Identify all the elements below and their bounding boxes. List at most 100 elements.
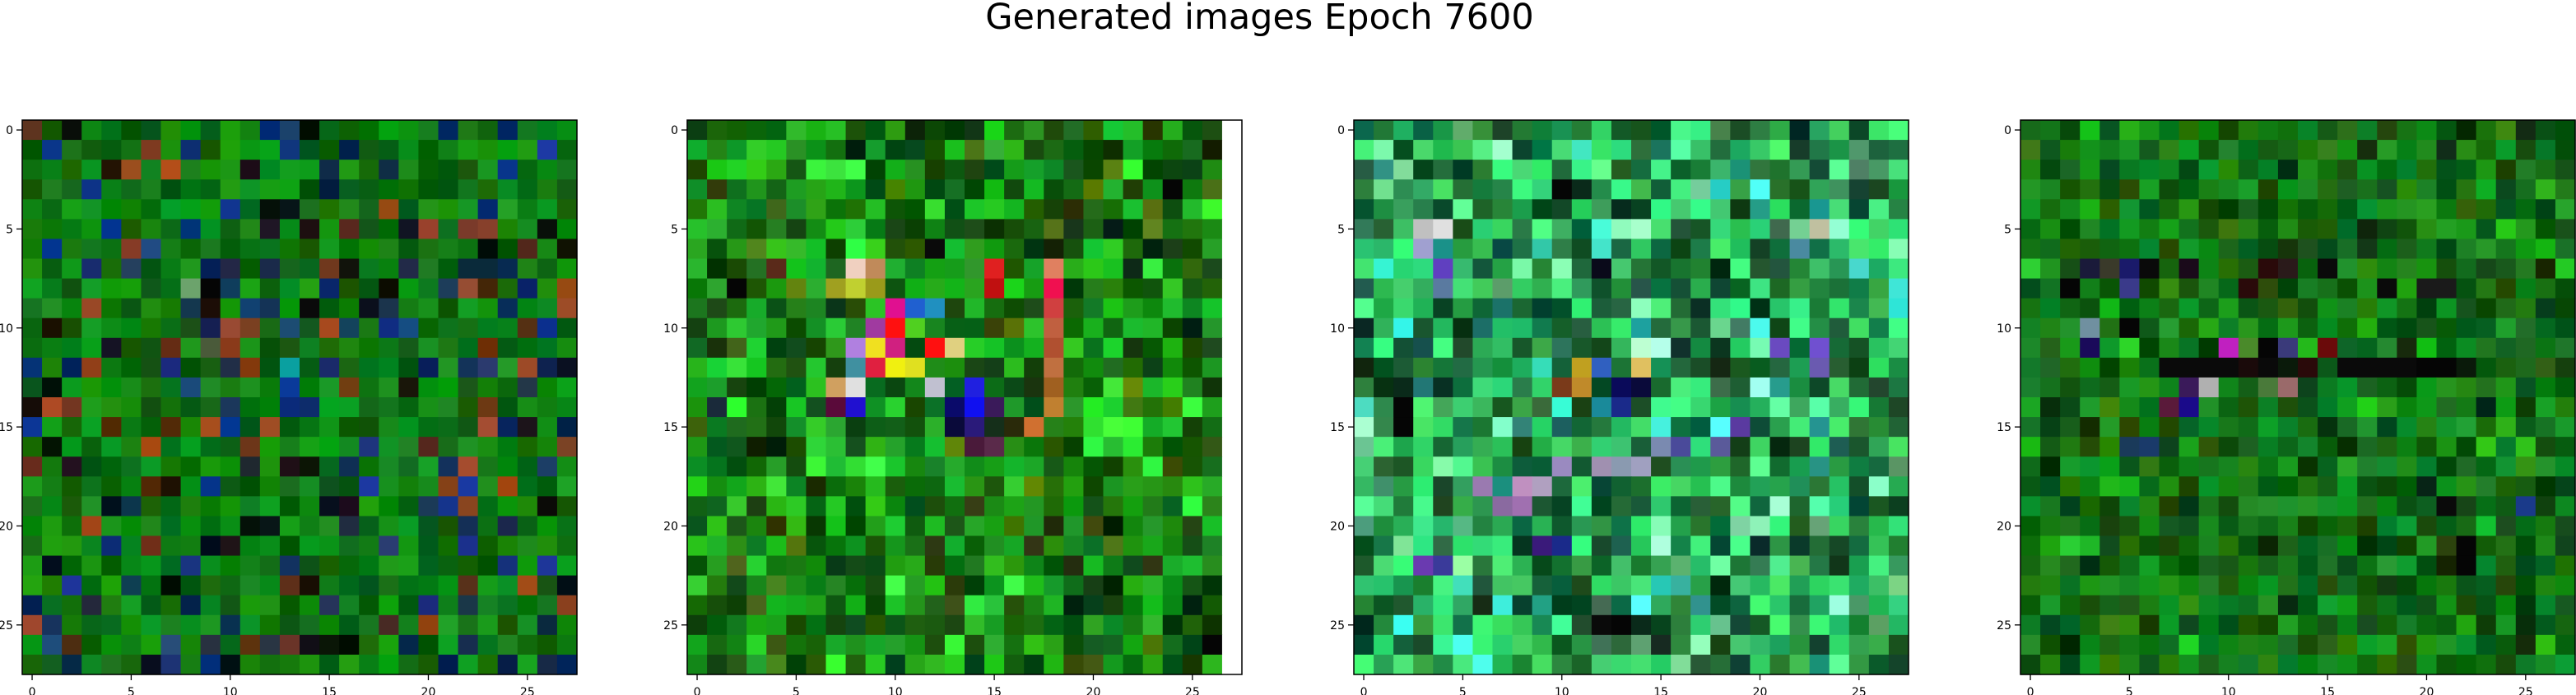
pixel [2337, 377, 2358, 398]
pixel [984, 140, 1005, 160]
pixel [339, 535, 360, 557]
pixel [418, 614, 439, 636]
pixel [1123, 239, 1144, 260]
pixel [786, 278, 807, 299]
pixel [2218, 239, 2239, 260]
pixel [81, 516, 102, 537]
pixel [1413, 219, 1434, 240]
pixel [2456, 337, 2477, 359]
pixel [517, 456, 538, 477]
pixel [687, 298, 708, 319]
pixel [458, 140, 479, 160]
pixel [746, 476, 767, 497]
pixel [1202, 317, 1223, 339]
pixel [1671, 120, 1691, 141]
pixel [1221, 337, 1243, 359]
pixel [418, 199, 439, 220]
pixel [1004, 160, 1025, 180]
pixel [1888, 377, 1909, 398]
pixel [924, 614, 946, 636]
pixel [477, 337, 499, 359]
pixel [2535, 317, 2556, 339]
pixel [556, 317, 578, 339]
pixel [865, 298, 886, 319]
pixel [62, 140, 82, 160]
pixel [2397, 437, 2418, 457]
pixel [1103, 654, 1124, 675]
pixel [418, 634, 439, 656]
pixel [1123, 258, 1144, 280]
pixel [786, 199, 807, 220]
pixel [22, 595, 43, 616]
pixel [2178, 278, 2200, 299]
pixel [339, 555, 360, 577]
pixel [497, 397, 518, 418]
pixel [2357, 219, 2378, 240]
pixel [438, 614, 459, 636]
pixel [2456, 437, 2477, 457]
pixel [806, 258, 827, 280]
pixel [2337, 555, 2358, 577]
pixel [1413, 476, 1434, 497]
pixel [2555, 516, 2576, 537]
pixel [2377, 377, 2397, 398]
pixel [1888, 417, 1909, 438]
pixel [2060, 535, 2081, 557]
pixel [477, 575, 499, 596]
pixel [2257, 535, 2279, 557]
pixel [2218, 614, 2239, 636]
pixel [42, 614, 63, 636]
pixel [1354, 219, 1374, 240]
pixel [398, 120, 420, 141]
pixel [1551, 377, 1573, 398]
pixel [556, 417, 578, 438]
pixel [279, 417, 300, 438]
pixel [22, 337, 43, 359]
pixel [2476, 654, 2497, 675]
pixel [1393, 476, 1414, 497]
pixel [418, 555, 439, 577]
pixel [2535, 199, 2556, 220]
pixel [42, 278, 63, 299]
pixel [2436, 160, 2457, 180]
pixel [1063, 357, 1085, 378]
pixel [1162, 120, 1183, 141]
pixel [339, 437, 360, 457]
pixel [2119, 456, 2141, 477]
pixel [239, 377, 261, 398]
pixel [22, 258, 43, 280]
pixel [2238, 337, 2259, 359]
pixel [707, 179, 728, 200]
pixel [727, 160, 747, 180]
pixel [1551, 634, 1573, 656]
pixel [239, 140, 261, 160]
pixel [1024, 140, 1044, 160]
pixel [1221, 219, 1243, 240]
pixel [2397, 377, 2418, 398]
pixel [865, 417, 886, 438]
pixel [1809, 456, 1830, 477]
pixel [1374, 140, 1394, 160]
pixel [865, 160, 886, 180]
pixel [766, 258, 787, 280]
pixel [746, 278, 767, 299]
pixel [1374, 357, 1394, 378]
pixel [904, 595, 926, 616]
pixel [1162, 496, 1183, 517]
pixel [2298, 239, 2318, 260]
pixel [2555, 258, 2576, 280]
pixel [160, 140, 182, 160]
pixel [418, 357, 439, 378]
pixel [746, 199, 767, 220]
y-tick-label: 10 [1330, 322, 1345, 336]
pixel [1809, 397, 1830, 418]
pixel [319, 219, 340, 240]
pixel [1044, 476, 1064, 497]
pixel [707, 555, 728, 577]
pixel [2238, 219, 2259, 240]
pixel [1532, 219, 1553, 240]
pixel [359, 654, 379, 675]
pixel [2040, 516, 2061, 537]
pixel [865, 278, 886, 299]
pixel [727, 535, 747, 557]
